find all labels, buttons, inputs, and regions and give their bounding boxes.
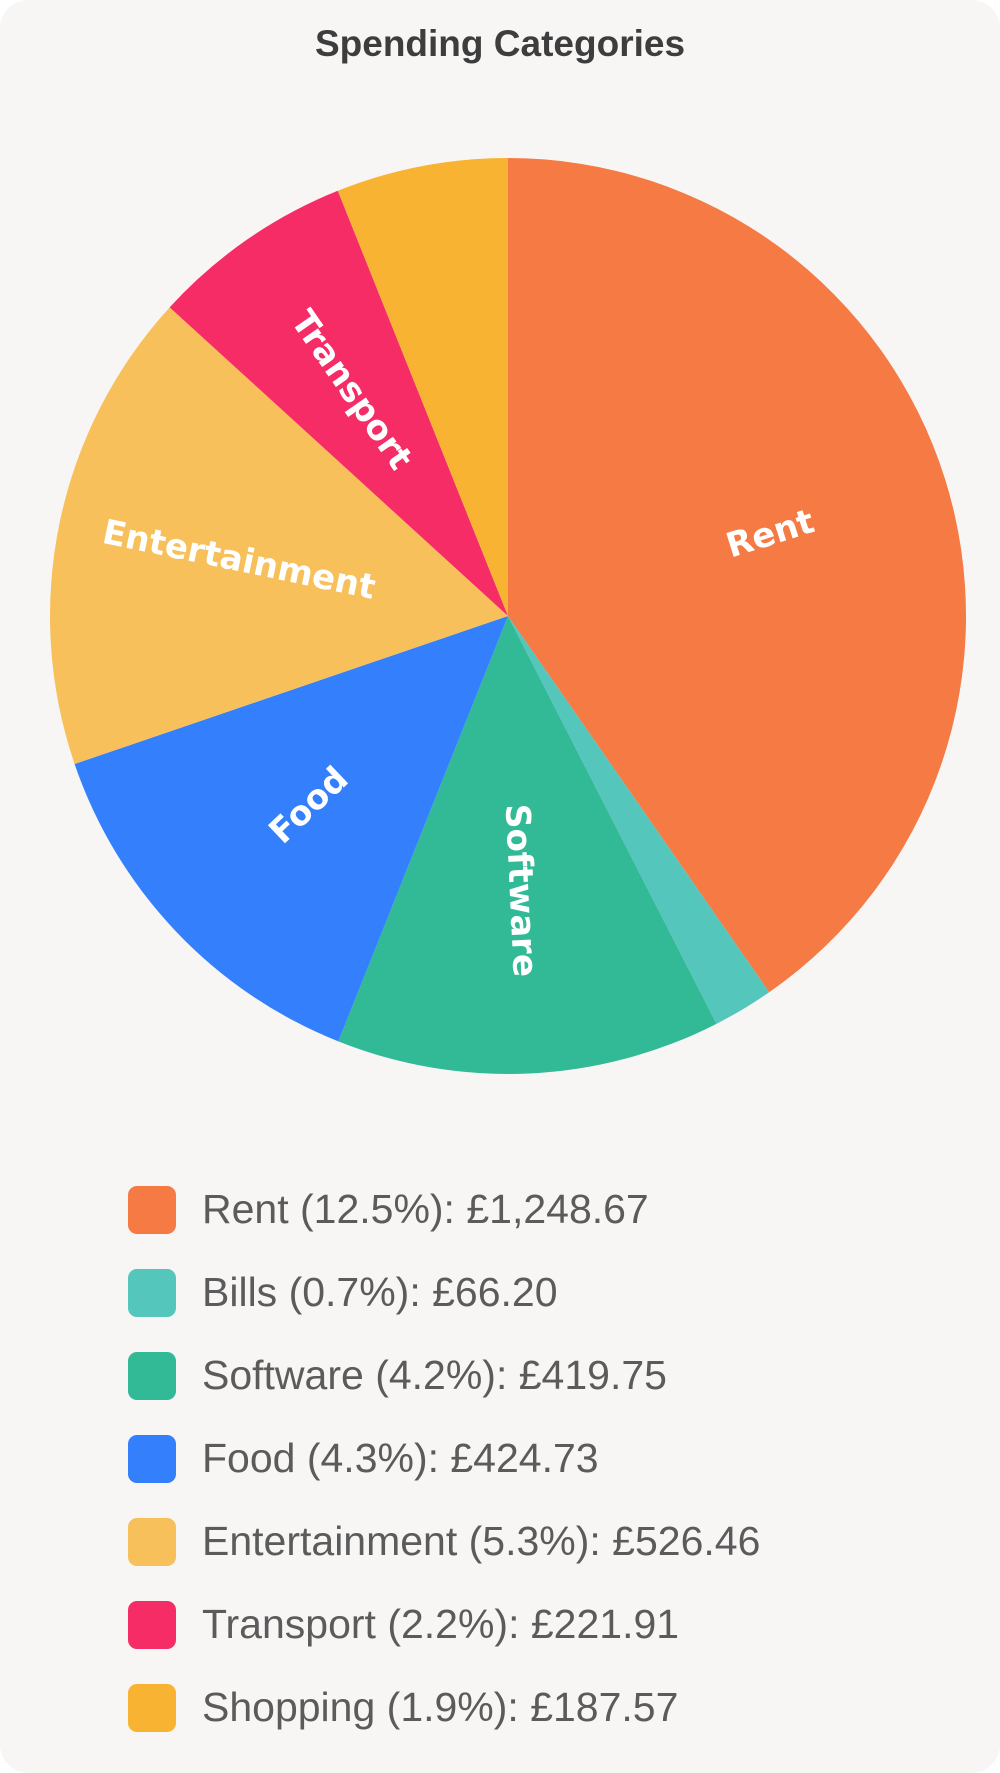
legend-item-shopping: Shopping (1.9%): £187.57	[128, 1666, 988, 1749]
legend-label-software: Software (4.2%): £419.75	[202, 1352, 667, 1398]
legend-label-shopping: Shopping (1.9%): £187.57	[202, 1684, 679, 1730]
legend-label-rent: Rent (12.5%): £1,248.67	[202, 1186, 649, 1232]
pie-slice-transport	[169, 190, 508, 616]
pie-slice-entertainment	[50, 307, 509, 765]
legend-item-software: Software (4.2%): £419.75	[128, 1334, 988, 1417]
pie-slice-food	[74, 616, 508, 1042]
pie-slice-bills	[508, 616, 770, 1024]
legend-swatch-bills	[128, 1268, 176, 1317]
legend-label-transport: Transport (2.2%): £221.91	[202, 1601, 680, 1647]
slice-label-software: Software	[497, 803, 545, 978]
pie-slice-shopping	[337, 158, 508, 616]
legend-label-bills: Bills (0.7%): £66.20	[202, 1269, 558, 1315]
legend-item-transport: Transport (2.2%): £221.91	[128, 1583, 988, 1666]
legend-label-entertainment: Entertainment (5.3%): £526.46	[202, 1518, 761, 1564]
pie-slice-rent	[508, 158, 967, 993]
chart-legend: Rent (12.5%): £1,248.67 Bills (0.7%): £66…	[128, 1168, 988, 1749]
pie-slices	[50, 158, 967, 1074]
legend-item-bills: Bills (0.7%): £66.20	[128, 1251, 988, 1334]
legend-item-food: Food (4.3%): £424.73	[128, 1417, 988, 1500]
legend-swatch-rent	[128, 1185, 176, 1234]
legend-label-food: Food (4.3%): £424.73	[202, 1435, 599, 1481]
pie-slice-software	[338, 616, 717, 1074]
legend-item-rent: Rent (12.5%): £1,248.67	[128, 1168, 988, 1251]
legend-item-entertainment: Entertainment (5.3%): £526.46	[128, 1500, 988, 1583]
legend-swatch-transport	[128, 1600, 176, 1649]
legend-swatch-food	[128, 1434, 176, 1483]
chart-title: Spending Categories	[314, 23, 686, 64]
legend-swatch-entertainment	[128, 1517, 176, 1566]
legend-swatch-software	[128, 1351, 176, 1400]
legend-swatch-shopping	[128, 1683, 176, 1732]
